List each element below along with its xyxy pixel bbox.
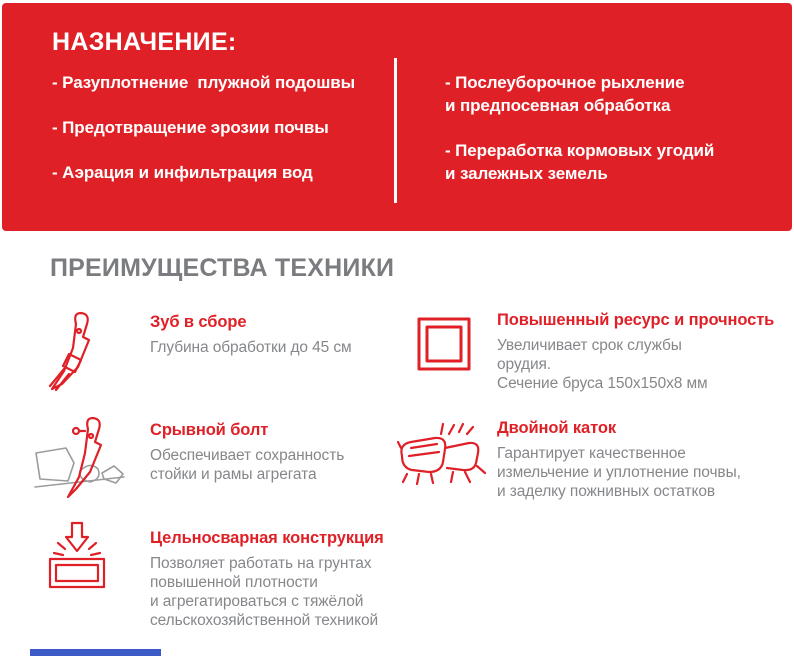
- advantage-title: Цельносварная конструкция: [150, 529, 384, 547]
- advantage-item: Зуб в сборе Глубина обработки до 45 см: [150, 313, 390, 358]
- footer-accent-bar: [30, 649, 161, 656]
- welded-frame-icon: [46, 521, 108, 591]
- advantage-title: Срывной болт: [150, 421, 269, 439]
- purpose-bullet: - Аэрация и инфильтрация вод: [52, 163, 313, 182]
- advantages-heading: ПРЕИМУЩЕСТВА ТЕХНИКИ: [50, 254, 395, 282]
- advantage-item: Двойной каток Гарантирует качественное и…: [497, 419, 792, 502]
- advantage-item: Срывной болт Обеспечивает сохранность ст…: [150, 421, 405, 485]
- tooth-assembly-icon: [45, 310, 115, 392]
- purpose-bullet: - Переработка кормовых угодий и залежных…: [445, 141, 715, 183]
- purpose-title: НАЗНАЧЕНИЕ:: [52, 28, 237, 56]
- advantage-item: Повышенный ресурс и прочность Увеличивае…: [497, 311, 787, 394]
- advantage-description: Глубина обработки до 45 см: [150, 339, 352, 356]
- purpose-bullet: - Разуплотнение плужной подошвы: [52, 73, 356, 92]
- shear-bolt-icon: [32, 410, 127, 504]
- vertical-divider: [394, 58, 397, 203]
- advantage-description: Обеспечивает сохранность стойки и рамы а…: [150, 447, 345, 483]
- double-square-beam-icon: [416, 316, 472, 372]
- advantage-item: Цельносварная конструкция Позволяет рабо…: [150, 529, 425, 631]
- advantage-description: Увеличивает срок службы орудия. Сечение …: [497, 337, 708, 392]
- purpose-panel: НАЗНАЧЕНИЕ: - Разуплотнение плужной подо…: [2, 3, 792, 231]
- advantage-description: Позволяет работать на грунтах повышенной…: [150, 555, 379, 629]
- advantage-title: Двойной каток: [497, 419, 617, 437]
- double-roller-icon: [397, 422, 487, 486]
- advantage-description: Гарантирует качественное измельчение и у…: [497, 445, 741, 500]
- purpose-bullet: - Послеуборочное рыхление и предпосевная…: [445, 73, 685, 115]
- purpose-bullet: - Предотвращение эрозии почвы: [52, 118, 329, 137]
- advantage-title: Зуб в сборе: [150, 313, 247, 331]
- advantage-title: Повышенный ресурс и прочность: [497, 311, 775, 329]
